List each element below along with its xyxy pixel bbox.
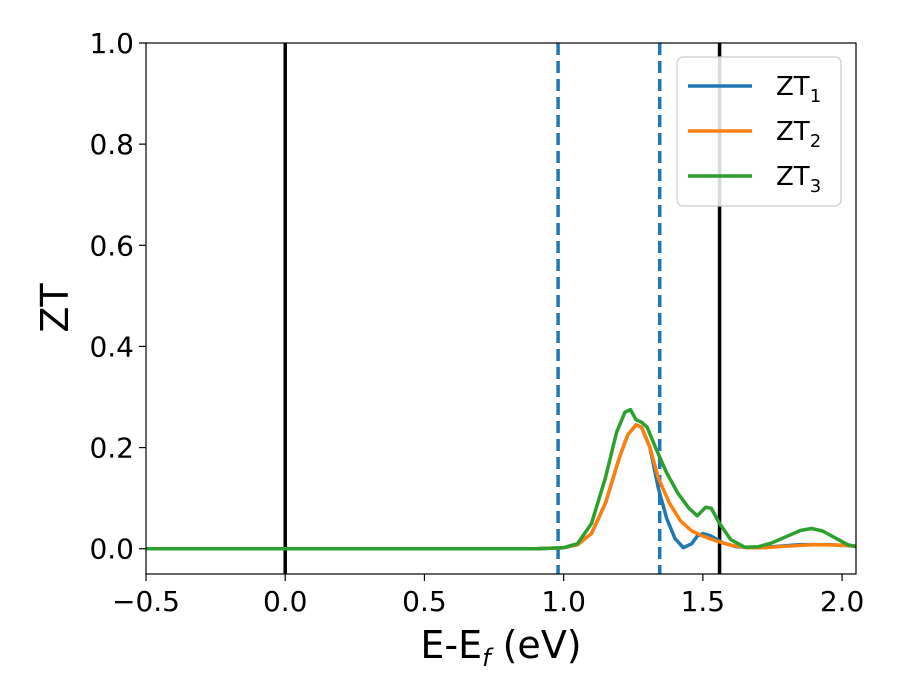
- y-tick-label-2: 0.4: [89, 330, 134, 363]
- y-tick-label-3: 0.6: [89, 229, 134, 262]
- x-axis-label-main: E-E: [420, 623, 482, 667]
- legend-label-2: ZT2: [776, 117, 821, 152]
- series-lines: [146, 407, 856, 551]
- legend-label-3: ZT3: [776, 162, 821, 197]
- legend: ZT1 ZT2 ZT3: [676, 56, 842, 207]
- series-line-3: [146, 407, 856, 551]
- x-axis: −0.5 0.0 0.5 1.0 1.5 2.0: [112, 574, 864, 618]
- series-line-1: [146, 423, 856, 551]
- x-tick-label-1: 0.0: [263, 585, 308, 618]
- y-axis: 0.0 0.2 0.4 0.6 0.8 1.0: [89, 27, 146, 566]
- x-tick-label-2: 0.5: [402, 585, 447, 618]
- legend-box: [676, 56, 842, 207]
- y-tick-label-1: 0.2: [89, 432, 134, 465]
- y-tick-label-4: 0.8: [89, 128, 134, 161]
- reference-lines: [283, 43, 722, 574]
- x-tick-label-0: −0.5: [112, 585, 180, 618]
- x-axis-label: E-Ef (eV): [420, 623, 581, 672]
- x-tick-label-4: 1.5: [681, 585, 726, 618]
- x-tick-label-3: 1.0: [541, 585, 586, 618]
- y-tick-label-0: 0.0: [89, 533, 134, 566]
- legend-label-1: ZT1: [776, 72, 821, 107]
- plot-frame: [145, 42, 857, 575]
- x-axis-label-tail: (eV): [491, 623, 582, 667]
- y-axis-label: ZT: [33, 283, 77, 333]
- y-tick-label-5: 1.0: [89, 27, 134, 60]
- x-tick-label-5: 2.0: [820, 585, 865, 618]
- series-line-2: [146, 423, 856, 551]
